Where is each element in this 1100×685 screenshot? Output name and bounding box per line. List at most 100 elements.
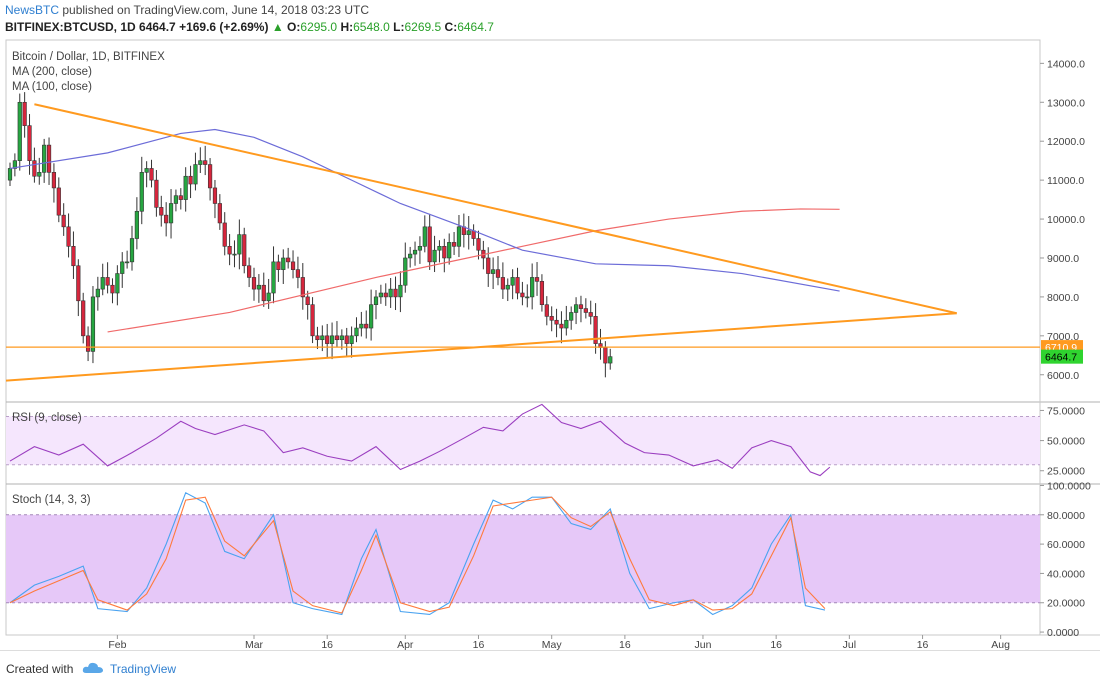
rsi-tick-label: 75.0000	[1047, 405, 1085, 417]
candle-body	[85, 335, 91, 352]
candle-body	[427, 226, 432, 263]
stoch-tick-label: 80.0000	[1047, 510, 1085, 522]
candle-body	[281, 257, 286, 270]
rsi-band	[6, 416, 1040, 465]
candle-body	[412, 249, 418, 255]
candle-body	[217, 203, 222, 224]
candle-body	[476, 238, 481, 251]
stoch-tick-label: 60.0000	[1047, 539, 1085, 551]
candle-body	[373, 296, 379, 305]
candle-body	[325, 335, 330, 344]
close-value: 6464.7	[457, 20, 494, 34]
candle-body	[32, 160, 37, 177]
price-tick-label: 12000.0	[1047, 136, 1085, 148]
candle-body	[251, 277, 257, 290]
price-change: +169.6 (+2.69%)	[179, 20, 269, 34]
ma100-line	[9, 128, 840, 292]
price-label-box	[1041, 349, 1083, 364]
candle-body	[95, 288, 100, 298]
candle-body	[417, 246, 423, 251]
candle-body	[129, 238, 135, 263]
symbol-label: BITFINEX:BTCUSD, 1D	[5, 20, 136, 34]
candle-body	[466, 230, 471, 235]
triangle-trendline	[34, 103, 957, 315]
candle-body	[271, 261, 276, 294]
candle-body	[276, 261, 281, 270]
price-tick-label: 11000.0	[1047, 175, 1084, 187]
ohlc-line: BITFINEX:BTCUSD, 1D 6464.7 +169.6 (+2.69…	[5, 20, 494, 34]
btc-chart[interactable]: 14000.0 13000.0 12000.0 11000.0 10000.0 9000.…	[0, 38, 1100, 650]
candle-body	[178, 195, 183, 200]
candle-body	[125, 261, 130, 264]
candle-body	[456, 226, 462, 247]
candle-body	[471, 230, 476, 239]
candle-body	[320, 335, 325, 341]
candle-body	[305, 296, 310, 305]
stoch-title: Stoch (14, 3, 3)	[12, 494, 91, 506]
price-tick-label: 8000.0	[1047, 292, 1079, 304]
candle-body	[495, 269, 501, 278]
candle-body	[578, 304, 584, 309]
candle-body	[588, 312, 593, 317]
high-value: 6548.0	[353, 20, 390, 34]
candle-body	[388, 288, 393, 298]
candle-body	[149, 168, 154, 181]
candle-body	[105, 277, 110, 286]
high-label: H:	[340, 20, 354, 34]
up-arrow-icon: ▲	[271, 20, 284, 34]
candle-body	[422, 226, 427, 247]
candle-body	[27, 125, 32, 161]
candle-body	[491, 269, 496, 274]
candle-body	[339, 335, 344, 341]
stoch-k-line	[9, 492, 826, 616]
candle-body	[66, 226, 71, 247]
time-tick-label: Aug	[991, 639, 1010, 650]
price-tick-label: 10000.0	[1047, 214, 1085, 226]
candle-body	[71, 246, 76, 267]
time-tick-label: 16	[321, 639, 333, 650]
candle-body	[534, 277, 540, 282]
candle-body	[12, 160, 17, 169]
price-tick-label: 14000.0	[1047, 58, 1085, 70]
candle-body	[329, 335, 335, 344]
candle-body	[369, 304, 374, 329]
candle-body	[17, 101, 22, 161]
candle-body	[242, 234, 247, 267]
candle-body	[378, 292, 383, 298]
time-tick-label: 16	[473, 639, 485, 650]
candles	[7, 92, 613, 378]
stoch-band	[6, 514, 1040, 603]
candle-body	[583, 308, 588, 313]
time-tick-label: 16	[770, 639, 782, 650]
candle-body	[408, 253, 413, 259]
low-label: L:	[393, 20, 405, 34]
tradingview-link[interactable]: TradingView	[110, 662, 177, 676]
candle-body	[603, 347, 608, 364]
low-value: 6269.5	[404, 20, 442, 34]
stoch-d-line	[9, 496, 826, 614]
candle-body	[90, 296, 96, 352]
stoch-tick-label: 20.0000	[1047, 598, 1085, 610]
candle-body	[500, 277, 505, 290]
candle-body	[193, 164, 198, 185]
candle-body	[139, 172, 144, 212]
candle-body	[120, 261, 125, 274]
candle-body	[290, 261, 296, 270]
candle-body	[227, 246, 232, 255]
candle-body	[159, 207, 164, 216]
candle-body	[134, 210, 139, 239]
open-label: O:	[287, 20, 301, 34]
publisher-link[interactable]: NewsBTC	[5, 3, 60, 17]
candle-body	[349, 335, 354, 344]
candle-body	[56, 187, 61, 216]
candle-body	[525, 296, 530, 299]
stoch-tick-label: 40.0000	[1047, 568, 1085, 580]
candle-body	[164, 214, 169, 224]
published-text: published on TradingView.com, June 14, 2…	[59, 3, 369, 17]
legend-entry: Bitcoin / Dollar, 1D, BITFINEX	[12, 51, 165, 63]
price-tick-label: 13000.0	[1047, 97, 1085, 109]
candle-body	[300, 277, 305, 298]
candle-body	[437, 246, 442, 251]
candle-body	[530, 277, 535, 298]
rsi-tick-label: 50.0000	[1047, 436, 1085, 448]
